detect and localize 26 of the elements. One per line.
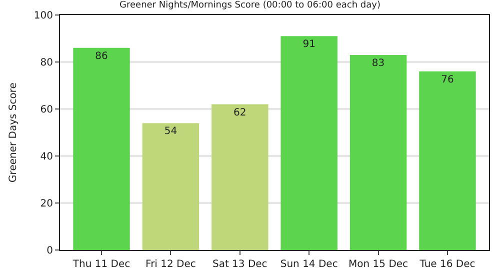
bar <box>142 123 200 250</box>
y-tick-label: 100 <box>34 10 53 22</box>
y-tick-label: 0 <box>46 246 53 256</box>
data-label: 62 <box>234 107 246 118</box>
bar <box>73 48 130 250</box>
chart-title: Greener Nights/Mornings Score (00:00 to 06:00 each day) <box>120 0 380 11</box>
bar <box>350 54 407 250</box>
data-label: 76 <box>441 74 454 86</box>
x-tick-label: Fri 12 Dec <box>146 259 196 270</box>
x-tick-label: Sun 14 Dec <box>280 259 338 270</box>
y-tick-label: 80 <box>40 58 53 68</box>
y-tick-label: 60 <box>40 104 53 116</box>
y-tick-label: 20 <box>40 198 53 210</box>
data-label: 83 <box>372 58 385 69</box>
x-tick-label: Thu 11 Dec <box>72 259 130 270</box>
data-label: 86 <box>95 50 108 62</box>
y-tick-label: 40 <box>40 152 53 162</box>
y-axis-title: Greener Days Score <box>8 82 19 182</box>
x-tick-label: Mon 15 Dec <box>348 259 408 270</box>
bar <box>419 71 476 250</box>
bar <box>212 104 268 250</box>
x-tick-label: Tue 16 Dec <box>418 259 476 270</box>
data-label: 54 <box>164 126 178 138</box>
data-label: 91 <box>302 39 316 50</box>
bar <box>280 36 338 250</box>
x-tick-label: Sat 13 Dec <box>212 259 268 270</box>
